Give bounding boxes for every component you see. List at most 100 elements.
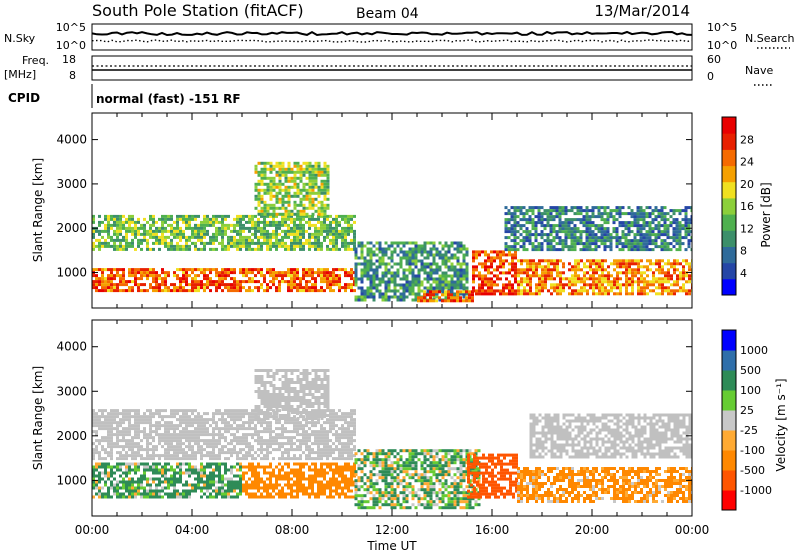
heat-cell bbox=[510, 215, 514, 219]
heat-cell bbox=[375, 289, 379, 293]
heat-cell bbox=[287, 232, 290, 236]
heat-cell bbox=[251, 241, 254, 245]
heat-cell bbox=[206, 412, 209, 416]
heat-cell bbox=[580, 259, 583, 263]
heat-cell bbox=[107, 489, 110, 493]
heat-cell bbox=[206, 462, 209, 466]
heat-cell bbox=[182, 418, 185, 422]
heat-cell bbox=[526, 283, 529, 287]
heat-cell bbox=[290, 212, 294, 216]
heat-cell bbox=[648, 212, 652, 216]
heat-cell bbox=[209, 277, 212, 281]
heat-cell bbox=[666, 245, 670, 249]
heat-cell bbox=[541, 289, 544, 293]
heat-cell bbox=[414, 253, 418, 257]
heat-cell bbox=[263, 430, 266, 434]
heat-cell bbox=[284, 194, 288, 198]
heat-cell bbox=[269, 164, 273, 168]
heat-cell bbox=[435, 295, 439, 299]
heat-cell bbox=[462, 271, 466, 275]
heat-cell bbox=[227, 489, 230, 493]
heat-cell bbox=[302, 241, 305, 245]
heat-cell bbox=[101, 277, 104, 281]
heat-cell bbox=[227, 238, 230, 242]
heat-cell bbox=[269, 451, 272, 455]
y-tick-label: 3000 bbox=[56, 177, 87, 191]
heat-cell bbox=[592, 274, 595, 278]
heat-cell bbox=[290, 217, 293, 221]
heat-cell bbox=[254, 241, 257, 245]
heat-cell bbox=[200, 448, 203, 452]
heat-cell bbox=[354, 250, 358, 254]
heat-cell bbox=[254, 167, 258, 171]
heat-cell bbox=[104, 289, 107, 293]
heat-cell bbox=[161, 495, 164, 499]
heat-cell bbox=[459, 283, 463, 287]
heat-cell bbox=[290, 214, 293, 218]
heat-cell bbox=[134, 471, 137, 475]
heat-cell bbox=[414, 262, 418, 266]
heat-cell bbox=[164, 462, 167, 466]
heat-cell bbox=[185, 241, 188, 245]
heat-cell bbox=[651, 239, 655, 243]
heat-cell bbox=[194, 268, 197, 272]
heat-cell bbox=[507, 221, 511, 225]
heat-cell bbox=[522, 239, 526, 243]
heat-cell bbox=[122, 235, 125, 239]
heat-cell bbox=[137, 418, 140, 422]
heat-cell bbox=[122, 445, 125, 449]
heat-cell bbox=[179, 457, 182, 461]
heat-cell bbox=[555, 248, 559, 252]
heat-cell bbox=[688, 265, 691, 269]
heat-cell bbox=[218, 274, 221, 278]
heat-cell bbox=[260, 197, 264, 201]
heat-cell bbox=[616, 259, 619, 263]
heat-cell bbox=[603, 242, 607, 246]
heat-cell bbox=[684, 248, 688, 252]
heat-cell bbox=[610, 262, 613, 266]
heat-cell bbox=[350, 289, 353, 293]
heat-cell bbox=[663, 227, 667, 231]
heat-cell bbox=[242, 427, 245, 431]
heat-cell bbox=[173, 220, 176, 224]
heat-cell bbox=[158, 274, 161, 278]
heat-cell bbox=[672, 218, 676, 222]
heat-cell bbox=[170, 226, 173, 230]
heat-cell bbox=[459, 280, 463, 284]
heat-cell bbox=[600, 215, 604, 219]
heat-cell bbox=[200, 280, 203, 284]
heat-cell bbox=[119, 492, 122, 496]
heat-cell bbox=[546, 236, 550, 240]
heat-cell bbox=[203, 235, 206, 239]
heat-cell bbox=[248, 289, 251, 293]
heat-cell bbox=[275, 223, 278, 227]
heat-cell bbox=[266, 167, 270, 171]
heat-cell bbox=[561, 230, 565, 234]
heat-cell bbox=[670, 277, 673, 281]
heat-cell bbox=[522, 212, 526, 216]
heat-cell bbox=[104, 217, 107, 221]
colorbar-swatch bbox=[722, 278, 736, 296]
heat-cell bbox=[152, 465, 155, 469]
heat-cell bbox=[612, 230, 616, 234]
heat-cell bbox=[639, 227, 643, 231]
heat-cell bbox=[230, 244, 233, 248]
heat-cell bbox=[456, 280, 460, 284]
heat-cell bbox=[188, 495, 191, 499]
heat-cell bbox=[604, 289, 607, 293]
heat-cell bbox=[354, 280, 358, 284]
heat-cell bbox=[549, 245, 553, 249]
heat-cell bbox=[305, 436, 308, 440]
heat-cell bbox=[582, 221, 586, 225]
heat-cell bbox=[639, 218, 643, 222]
heat-cell bbox=[224, 214, 227, 218]
heat-cell bbox=[269, 442, 272, 446]
heat-cell bbox=[257, 436, 260, 440]
heat-cell bbox=[116, 229, 119, 233]
heat-cell bbox=[576, 230, 580, 234]
heat-cell bbox=[678, 221, 682, 225]
heat-cell bbox=[663, 212, 667, 216]
heat-cell bbox=[522, 215, 526, 219]
heat-cell bbox=[266, 238, 269, 242]
heat-cell bbox=[194, 439, 197, 443]
